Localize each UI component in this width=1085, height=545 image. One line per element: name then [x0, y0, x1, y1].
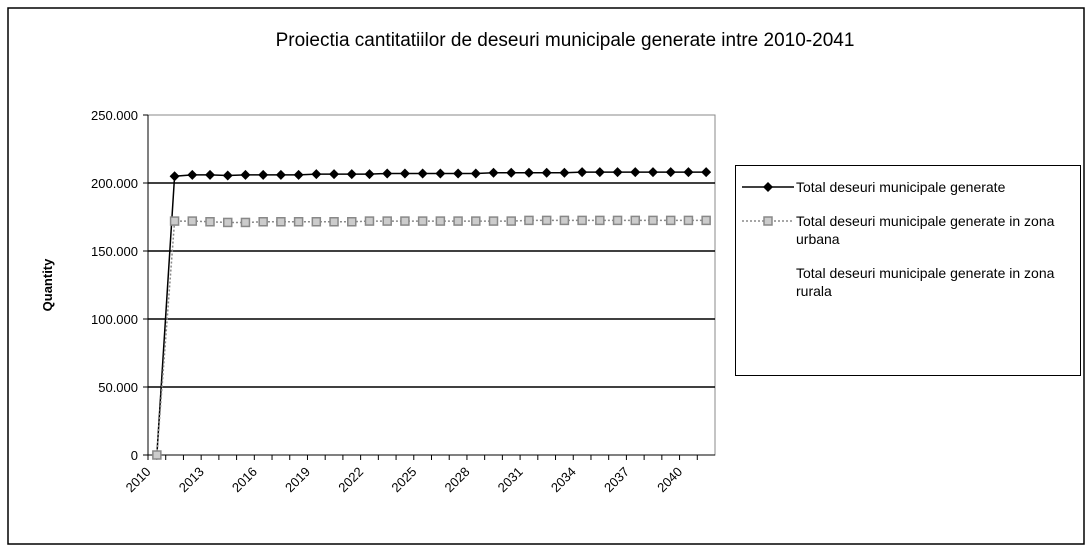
marker [240, 217, 251, 228]
x-tick-label: 2031 [495, 464, 526, 495]
marker [524, 215, 534, 226]
marker [577, 167, 588, 178]
legend: Total deseuri municipale generate Total d… [735, 165, 1081, 376]
marker [169, 171, 180, 182]
marker [595, 215, 605, 226]
marker [763, 182, 773, 192]
x-tick-label: 2040 [654, 464, 685, 495]
legend-swatch [742, 272, 794, 274]
y-tick-label: 100.000 [91, 312, 138, 327]
chart-border [7, 7, 1085, 545]
marker [400, 216, 410, 226]
marker [471, 216, 481, 226]
legend-entry: Total deseuri municipale generate [740, 178, 1076, 196]
marker [453, 168, 464, 179]
marker [329, 217, 339, 227]
chart-title: Proiectia cantitatiilor de deseuri munic… [276, 30, 855, 51]
marker [364, 216, 375, 226]
marker [347, 217, 357, 227]
x-tick-label: 2025 [388, 464, 419, 495]
marker [665, 215, 676, 226]
x-tick-label: 2010 [123, 464, 154, 495]
marker [293, 169, 304, 180]
marker [417, 168, 428, 179]
marker [435, 168, 446, 179]
marker [612, 215, 623, 226]
x-tick-label: 2022 [335, 464, 366, 495]
marker [187, 169, 198, 180]
marker [506, 167, 517, 178]
marker [382, 168, 393, 179]
marker [222, 170, 233, 181]
marker [222, 217, 233, 228]
marker [187, 216, 198, 226]
marker [382, 216, 392, 226]
legend-swatch [742, 216, 794, 226]
marker [275, 169, 286, 180]
marker [399, 168, 410, 179]
y-tick-label: 50.000 [98, 380, 138, 395]
marker [346, 169, 357, 180]
y-tick-label: 0 [131, 448, 138, 463]
y-axis-label: Quantity [40, 258, 55, 311]
marker [541, 215, 552, 226]
marker [205, 217, 215, 227]
marker [152, 450, 162, 460]
legend-label: Total deseuri municipale generate in zon… [796, 265, 1055, 299]
legend-swatch [742, 182, 794, 192]
marker [488, 216, 499, 226]
marker [701, 167, 712, 178]
legend-label: Total deseuri municipale generate in zon… [796, 213, 1055, 247]
marker [763, 216, 773, 226]
marker [577, 215, 587, 226]
marker [258, 169, 269, 180]
y-tick-label: 250.000 [91, 108, 138, 123]
marker [329, 169, 340, 180]
marker [311, 217, 322, 227]
marker [630, 167, 641, 178]
marker [665, 167, 676, 178]
x-tick-label: 2028 [442, 464, 473, 495]
marker [453, 216, 463, 226]
marker [205, 169, 216, 180]
x-tick-label: 2013 [176, 464, 207, 495]
marker [435, 216, 446, 226]
plot-area [147, 114, 716, 456]
y-tick-label: 200.000 [91, 176, 138, 191]
marker [258, 217, 268, 227]
marker [559, 215, 570, 226]
marker [648, 215, 658, 226]
marker [488, 167, 499, 178]
x-tick-label: 2019 [282, 464, 313, 495]
marker [240, 169, 251, 180]
y-tick-label: 150.000 [91, 244, 138, 259]
x-tick-label: 2034 [548, 464, 579, 495]
marker [541, 167, 552, 178]
marker [612, 167, 623, 178]
marker [683, 215, 694, 226]
legend-entry: Total deseuri municipale generate in zon… [740, 212, 1076, 248]
marker [594, 167, 605, 178]
marker [701, 215, 711, 226]
marker [364, 169, 375, 180]
marker [169, 216, 180, 226]
marker [523, 167, 534, 178]
marker [506, 216, 516, 226]
marker [683, 167, 694, 178]
marker [311, 169, 322, 180]
marker [559, 167, 570, 178]
legend-label: Total deseuri municipale generate [796, 179, 1006, 195]
marker [630, 215, 641, 226]
marker [293, 217, 304, 227]
legend-entry: Total deseuri municipale generate in zon… [740, 264, 1076, 300]
marker [276, 217, 286, 227]
marker [647, 167, 658, 178]
x-tick-label: 2037 [601, 464, 632, 495]
marker [417, 216, 428, 226]
marker [470, 168, 481, 179]
x-tick-label: 2016 [229, 464, 260, 495]
